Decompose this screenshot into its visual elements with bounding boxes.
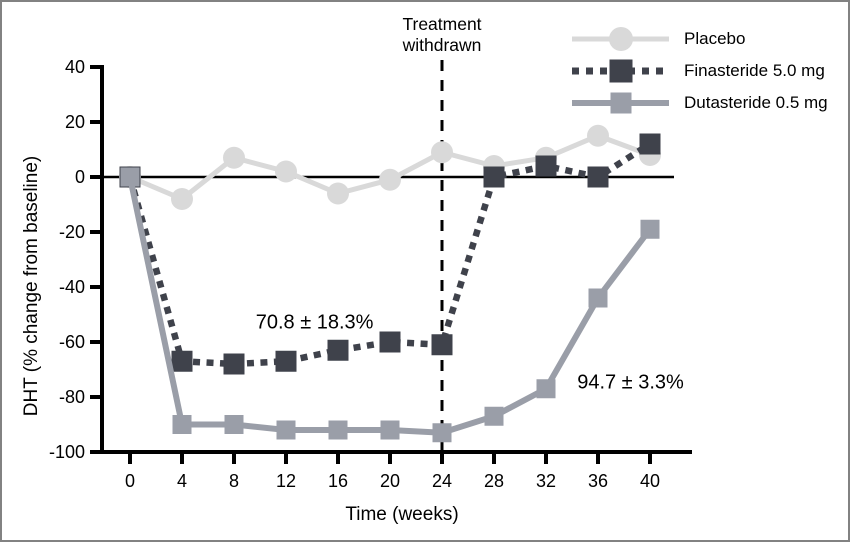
data-point-marker xyxy=(483,166,505,188)
x-axis-title: Time (weeks) xyxy=(345,504,459,525)
data-point-marker xyxy=(535,155,557,177)
y-axis-tick-label: -40 xyxy=(59,277,85,297)
data-point-marker xyxy=(223,146,245,169)
legend: Placebo Finasteride 5.0 mg Dutasteride 0… xyxy=(572,27,828,115)
y-axis-tick-label: 40 xyxy=(65,57,85,77)
data-point-marker xyxy=(276,420,296,440)
data-point-marker xyxy=(172,415,192,434)
data-point-marker xyxy=(275,160,297,183)
data-point-marker xyxy=(327,182,349,205)
dutasteride-suppression-annotation: 94.7 ± 3.3% xyxy=(577,371,684,394)
data-point-marker xyxy=(432,423,452,443)
data-point-marker xyxy=(639,133,661,155)
data-point-marker xyxy=(120,167,140,187)
data-point-marker xyxy=(223,353,245,375)
finasteride-suppression-annotation: 70.8 ± 18.3% xyxy=(255,311,374,334)
x-axis-tick-label: 20 xyxy=(380,471,400,491)
x-axis-tick-label: 16 xyxy=(328,471,348,491)
data-point-marker xyxy=(588,288,608,308)
data-point-marker xyxy=(484,406,504,426)
y-axis-tick-label: -80 xyxy=(59,387,85,407)
y-axis-title: DHT (% change from baseline) xyxy=(21,155,42,417)
data-point-marker xyxy=(379,331,401,353)
data-point-marker xyxy=(327,339,349,361)
y-axis-tick-label: -100 xyxy=(49,442,85,462)
legend-label-dutasteride: Dutasteride 0.5 mg xyxy=(684,93,828,112)
legend-marker-swatch xyxy=(610,92,631,114)
placebo-line-circle-icon xyxy=(572,27,669,51)
y-axis-tick-label: 20 xyxy=(65,112,85,132)
data-point-marker xyxy=(431,141,453,164)
legend-item-dutasteride: Dutasteride 0.5 mg xyxy=(572,91,828,115)
data-point-marker xyxy=(275,350,297,372)
data-point-marker xyxy=(379,168,401,191)
x-axis-tick-label: 32 xyxy=(536,471,556,491)
y-axis-tick-label: 0 xyxy=(75,167,85,187)
data-point-marker xyxy=(536,379,556,399)
legend-item-finasteride: Finasteride 5.0 mg xyxy=(572,59,828,83)
finasteride-dotted-square-icon xyxy=(572,59,669,83)
dutasteride-line-square-icon xyxy=(572,91,669,115)
x-axis-tick-label: 28 xyxy=(484,471,504,491)
series-line-2 xyxy=(127,176,653,436)
data-point-marker xyxy=(328,420,348,440)
data-point-marker xyxy=(171,188,193,210)
x-axis-tick-label: 4 xyxy=(177,471,187,491)
data-point-marker xyxy=(380,420,400,440)
x-axis-tick-label: 40 xyxy=(640,471,660,491)
data-point-marker xyxy=(431,334,453,356)
treatment-withdrawn-label: Treatment withdrawn xyxy=(402,14,481,56)
x-axis-tick-label: 12 xyxy=(276,471,296,491)
data-point-marker xyxy=(224,415,244,434)
data-point-marker xyxy=(171,350,193,372)
x-axis-tick-label: 36 xyxy=(588,471,608,491)
legend-marker-swatch xyxy=(608,27,633,51)
data-point-marker xyxy=(587,124,609,147)
data-point-marker xyxy=(640,219,660,239)
treatment-withdrawn-line1: Treatment xyxy=(402,14,482,34)
treatment-withdrawn-line2: withdrawn xyxy=(402,35,482,55)
x-axis-tick-label: 8 xyxy=(229,471,239,491)
x-axis-tick-label: 24 xyxy=(432,471,452,491)
data-point-marker xyxy=(587,166,609,188)
legend-label-finasteride: Finasteride 5.0 mg xyxy=(684,61,825,80)
x-axis-tick-label: 0 xyxy=(125,471,135,491)
legend-marker-swatch xyxy=(609,59,632,83)
y-axis-tick-label: -60 xyxy=(59,332,85,352)
legend-label-placebo: Placebo xyxy=(684,29,746,48)
y-axis-tick-label: -20 xyxy=(59,222,85,242)
legend-item-placebo: Placebo xyxy=(572,27,828,51)
